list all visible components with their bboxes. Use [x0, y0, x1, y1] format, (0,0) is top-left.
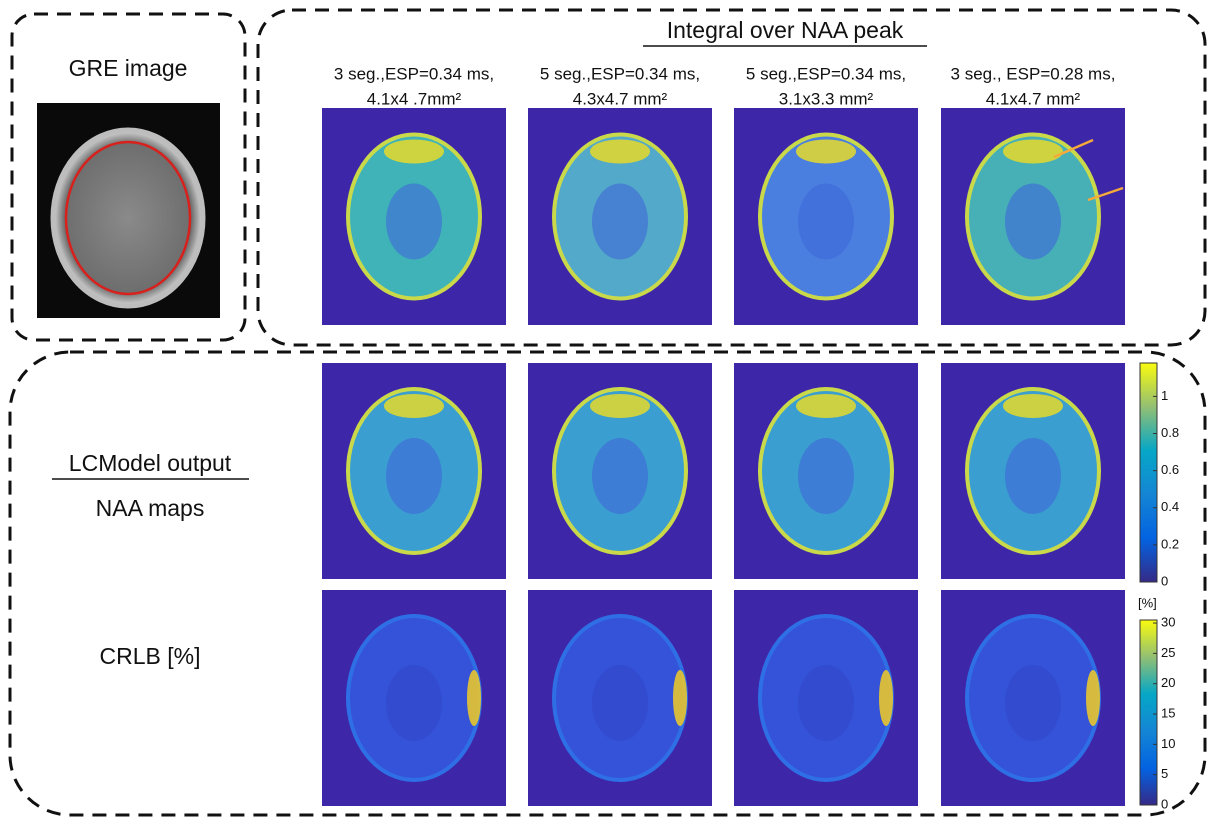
brain-detail	[798, 438, 854, 514]
column-header: 4.1x4.7 mm²	[986, 89, 1081, 108]
colorbar-tick-label: 0.2	[1161, 536, 1179, 551]
colorbar-tick-label: 0	[1161, 573, 1168, 588]
colorbar-tick-label: 0.8	[1161, 425, 1179, 440]
column-header: 3 seg.,ESP=0.34 ms,	[334, 64, 494, 83]
column-header: 5 seg.,ESP=0.34 ms,	[746, 64, 906, 83]
row-label: CRLB [%]	[100, 643, 201, 669]
colorbar-tick-label: 30	[1161, 614, 1175, 629]
column-header: 3.1x3.3 mm²	[779, 89, 874, 108]
colorbar-tick-label: 5	[1161, 766, 1168, 781]
brain-detail	[592, 438, 648, 514]
column-header: 4.3x4.7 mm²	[573, 89, 668, 108]
colorbar	[1140, 620, 1157, 805]
column-header: 3 seg., ESP=0.28 ms,	[951, 64, 1116, 83]
brain-detail	[1003, 140, 1063, 164]
lcmodel-title: LCModel output	[69, 450, 232, 476]
colorbar-unit: [%]	[1138, 595, 1157, 610]
brain-detail	[386, 665, 442, 741]
brain-detail	[798, 665, 854, 741]
row-label: NAA maps	[96, 495, 205, 521]
brain-detail	[384, 394, 444, 418]
colorbar-tick-label: 20	[1161, 675, 1175, 690]
brain-detail	[592, 665, 648, 741]
colorbar-tick-label: 15	[1161, 705, 1175, 720]
brain-detail	[796, 140, 856, 164]
brain-detail	[590, 140, 650, 164]
brain-detail	[879, 670, 893, 726]
colorbar-tick-label: 0.4	[1161, 499, 1179, 514]
colorbar-tick-label: 1	[1161, 388, 1168, 403]
brain-detail	[1005, 184, 1061, 260]
figure: GRE image Integral over NAA peak LCModel…	[0, 0, 1214, 823]
colorbar-tick-label: 0	[1161, 796, 1168, 811]
gre-head	[53, 130, 203, 306]
brain-detail	[798, 184, 854, 260]
brain-detail	[796, 394, 856, 418]
colorbar-tick-label: 0.6	[1161, 462, 1179, 477]
colorbar-tick-label: 10	[1161, 736, 1175, 751]
brain-detail	[1005, 438, 1061, 514]
brain-detail	[592, 184, 648, 260]
brain-detail	[384, 140, 444, 164]
colorbar-tick-label: 25	[1161, 645, 1175, 660]
brain-detail	[467, 670, 481, 726]
column-header: 5 seg.,ESP=0.34 ms,	[540, 64, 700, 83]
column-header: 4.1x4 .7mm²	[367, 89, 462, 108]
gre-title: GRE image	[69, 55, 188, 81]
brain-detail	[386, 184, 442, 260]
brain-detail	[1003, 394, 1063, 418]
colorbar	[1140, 363, 1157, 582]
brain-detail	[1086, 670, 1100, 726]
brain-detail	[673, 670, 687, 726]
brain-detail	[590, 394, 650, 418]
brain-detail	[386, 438, 442, 514]
integral-title: Integral over NAA peak	[667, 17, 904, 43]
brain-detail	[1005, 665, 1061, 741]
